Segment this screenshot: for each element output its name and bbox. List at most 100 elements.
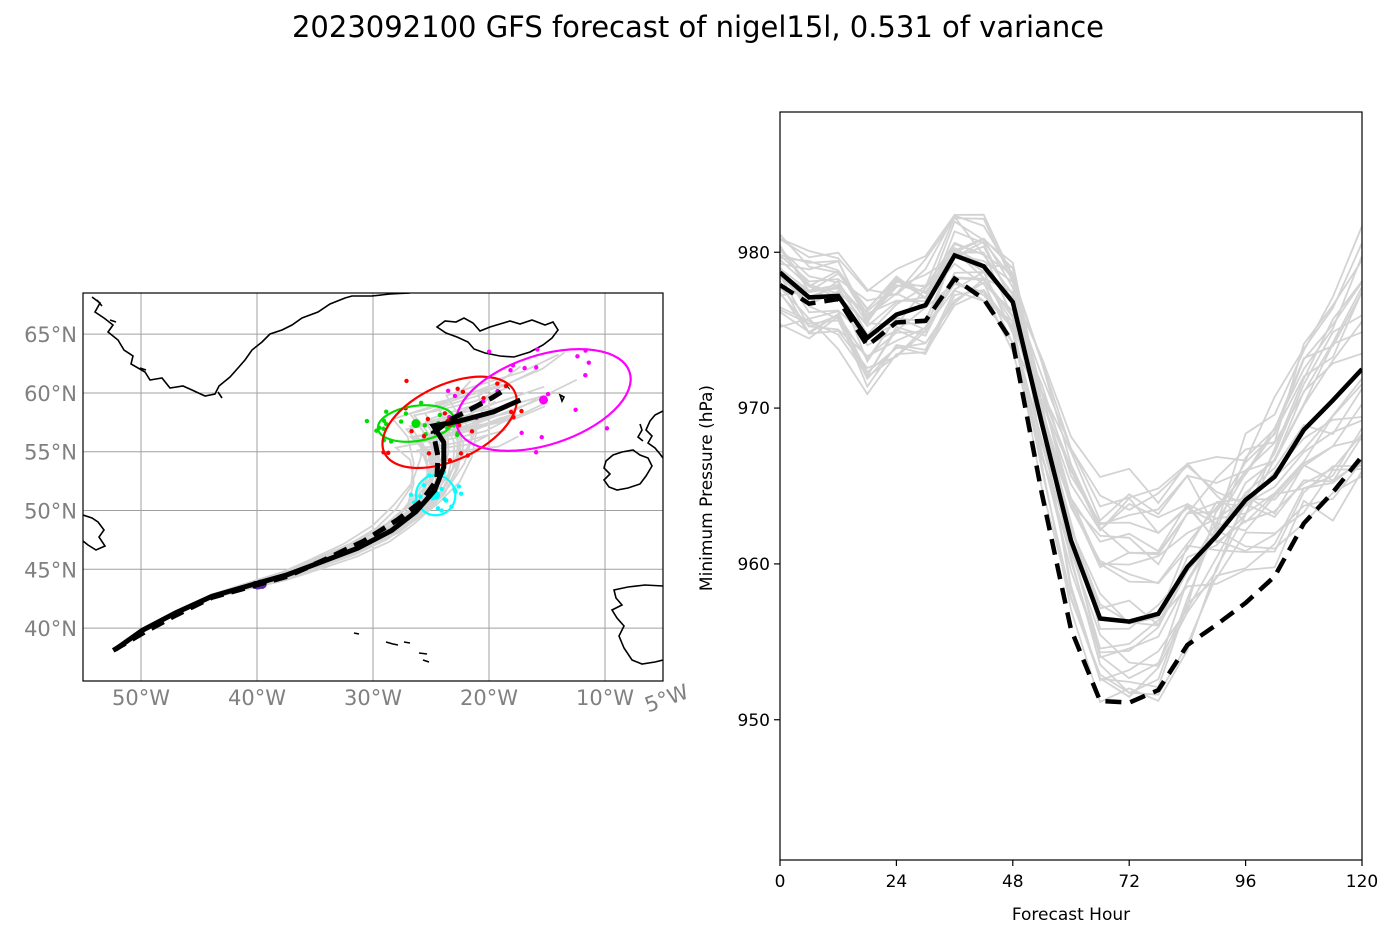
coastline-hebrides — [636, 423, 644, 442]
main-tracks — [111, 385, 522, 653]
coastline-ireland — [602, 449, 653, 491]
ensemble-position-dot — [534, 365, 539, 370]
coastline-faroe — [558, 393, 566, 404]
ensemble-position-dot — [384, 409, 389, 414]
y-tick-label: 960 — [738, 555, 770, 575]
lat-tick-label: 45°N — [24, 558, 77, 582]
ensemble-position-dot — [445, 388, 451, 393]
ensemble-pressure-line — [780, 259, 1362, 569]
pressure-frame — [779, 111, 1363, 861]
chart-title: 2023092100 GFS forecast of nigel15l, 0.5… — [291, 10, 1105, 44]
ensemble-pressure-line — [780, 289, 1362, 532]
x-tick-label: 72 — [1118, 872, 1140, 892]
ensemble-position-dot — [583, 373, 588, 378]
ensemble-position-dot — [421, 483, 427, 488]
ensemble-position-dot — [545, 391, 551, 397]
ensemble-position-dot — [469, 429, 475, 434]
lon-tick-label: 50°W — [112, 686, 170, 710]
uncertainty-ellipse — [381, 375, 518, 470]
lat-tick-label: 40°N — [24, 617, 77, 641]
map-tick-labels: 50°W 40°W 30°W 20°W 10°W 5°W 40°N 45°N 50°N 55°N 6… — [24, 323, 692, 717]
x-tick-label: 24 — [886, 872, 908, 892]
ensemble-position-dot — [508, 409, 514, 415]
ensemble-position-dot — [456, 484, 462, 489]
y-axis-label: Minimum Pressure (hPa) — [697, 385, 717, 591]
lat-tick-label: 50°N — [24, 500, 77, 524]
coastline-newfoundland — [83, 514, 107, 551]
ensemble-position-dot — [439, 486, 444, 492]
lat-tick-label: 55°N — [24, 441, 77, 465]
ensemble-position-dot — [421, 434, 427, 439]
ensemble-position-dot — [435, 506, 441, 511]
lon-tick-label: 20°W — [460, 686, 518, 710]
ensemble-pressure-line — [780, 249, 1362, 524]
x-tick-label: 96 — [1235, 872, 1257, 892]
pressure-chart: 0 24 48 72 96 120 950 960 970 980 Forecast Hour M… — [697, 111, 1379, 925]
ensemble-position-dot — [458, 451, 464, 456]
ellipse-center-dot — [539, 395, 549, 405]
coastline-azores — [353, 632, 430, 663]
ensemble-pressure-line — [780, 277, 1362, 704]
ensemble-position-dot — [486, 349, 492, 354]
coastline-britain — [645, 410, 663, 459]
ensemble-position-dot — [409, 428, 414, 434]
ensemble-position-dot — [403, 411, 409, 416]
coastline-greenland-islands — [96, 299, 223, 399]
ensemble-pressure-lines — [780, 213, 1362, 704]
ensemble-position-dot — [604, 426, 610, 431]
ensemble-position-dot — [533, 450, 539, 455]
ensemble-position-dot — [480, 399, 486, 404]
ensemble-position-dot — [442, 411, 448, 416]
deterministic-pressure-line — [780, 275, 1362, 705]
ensemble-position-dot — [455, 386, 460, 392]
ensemble-pressure-line — [780, 268, 1362, 550]
ensemble-position-dot — [408, 492, 414, 497]
ensemble-position-dot — [519, 430, 524, 436]
ensemble-position-dot — [418, 494, 423, 499]
coastline-iberia — [610, 584, 663, 665]
lat-tick-label: 60°N — [24, 382, 77, 406]
y-tick-label: 970 — [738, 399, 770, 419]
ensemble-position-dot — [442, 497, 447, 502]
ensemble-position-dot — [425, 416, 431, 422]
ensemble-position-dot — [495, 381, 500, 386]
x-tick-label: 48 — [1002, 872, 1024, 892]
ensemble-position-dot — [519, 408, 524, 414]
y-tick-label: 950 — [738, 711, 770, 731]
ensemble-pressure-line — [780, 233, 1362, 584]
uncertainty-ellipse — [455, 348, 632, 452]
mean-pressure-line — [780, 252, 1362, 624]
ensemble-pressure-line — [780, 251, 1362, 534]
ensemble-position-dot — [458, 491, 464, 496]
coastline-greenland — [91, 293, 411, 397]
ellipse-center-dot — [411, 419, 421, 429]
coastlines — [83, 293, 663, 665]
lon-tick-label: 5°W — [642, 679, 692, 717]
ensemble-position-dot — [522, 365, 527, 371]
ensemble-position-dot — [418, 400, 424, 406]
ensemble-pressure-line — [780, 225, 1362, 695]
lat-tick-label: 65°N — [24, 323, 77, 347]
ensemble-position-dot — [481, 395, 486, 401]
pressure-ticks: 0 24 48 72 96 120 950 960 970 980 — [738, 243, 1379, 892]
ensemble-position-dot — [439, 508, 444, 513]
ensemble-position-dot — [539, 435, 544, 440]
ensemble-position-dot — [385, 450, 391, 456]
ensemble-pressure-line — [780, 230, 1362, 682]
lon-tick-label: 40°W — [228, 686, 286, 710]
ensemble-position-dot — [422, 423, 428, 428]
ensemble-position-dot — [460, 389, 466, 395]
ensemble-position-dot — [575, 354, 580, 359]
ensemble-position-dot — [426, 451, 432, 456]
ensemble-position-dot — [503, 383, 509, 389]
ensemble-position-dot — [398, 419, 404, 424]
ensemble-position-dot — [535, 347, 540, 352]
track-map: 50°W 40°W 30°W 20°W 10°W 5°W 40°N 45°N 50°N 55°N 6… — [24, 292, 692, 717]
lon-tick-label: 30°W — [344, 686, 402, 710]
mean-track — [114, 397, 522, 652]
x-tick-label: 120 — [1346, 872, 1378, 892]
ensemble-position-dot — [573, 407, 578, 413]
ensemble-position-dot — [508, 367, 513, 373]
ensemble-position-dot — [364, 418, 370, 424]
coastline-iceland — [435, 317, 559, 358]
